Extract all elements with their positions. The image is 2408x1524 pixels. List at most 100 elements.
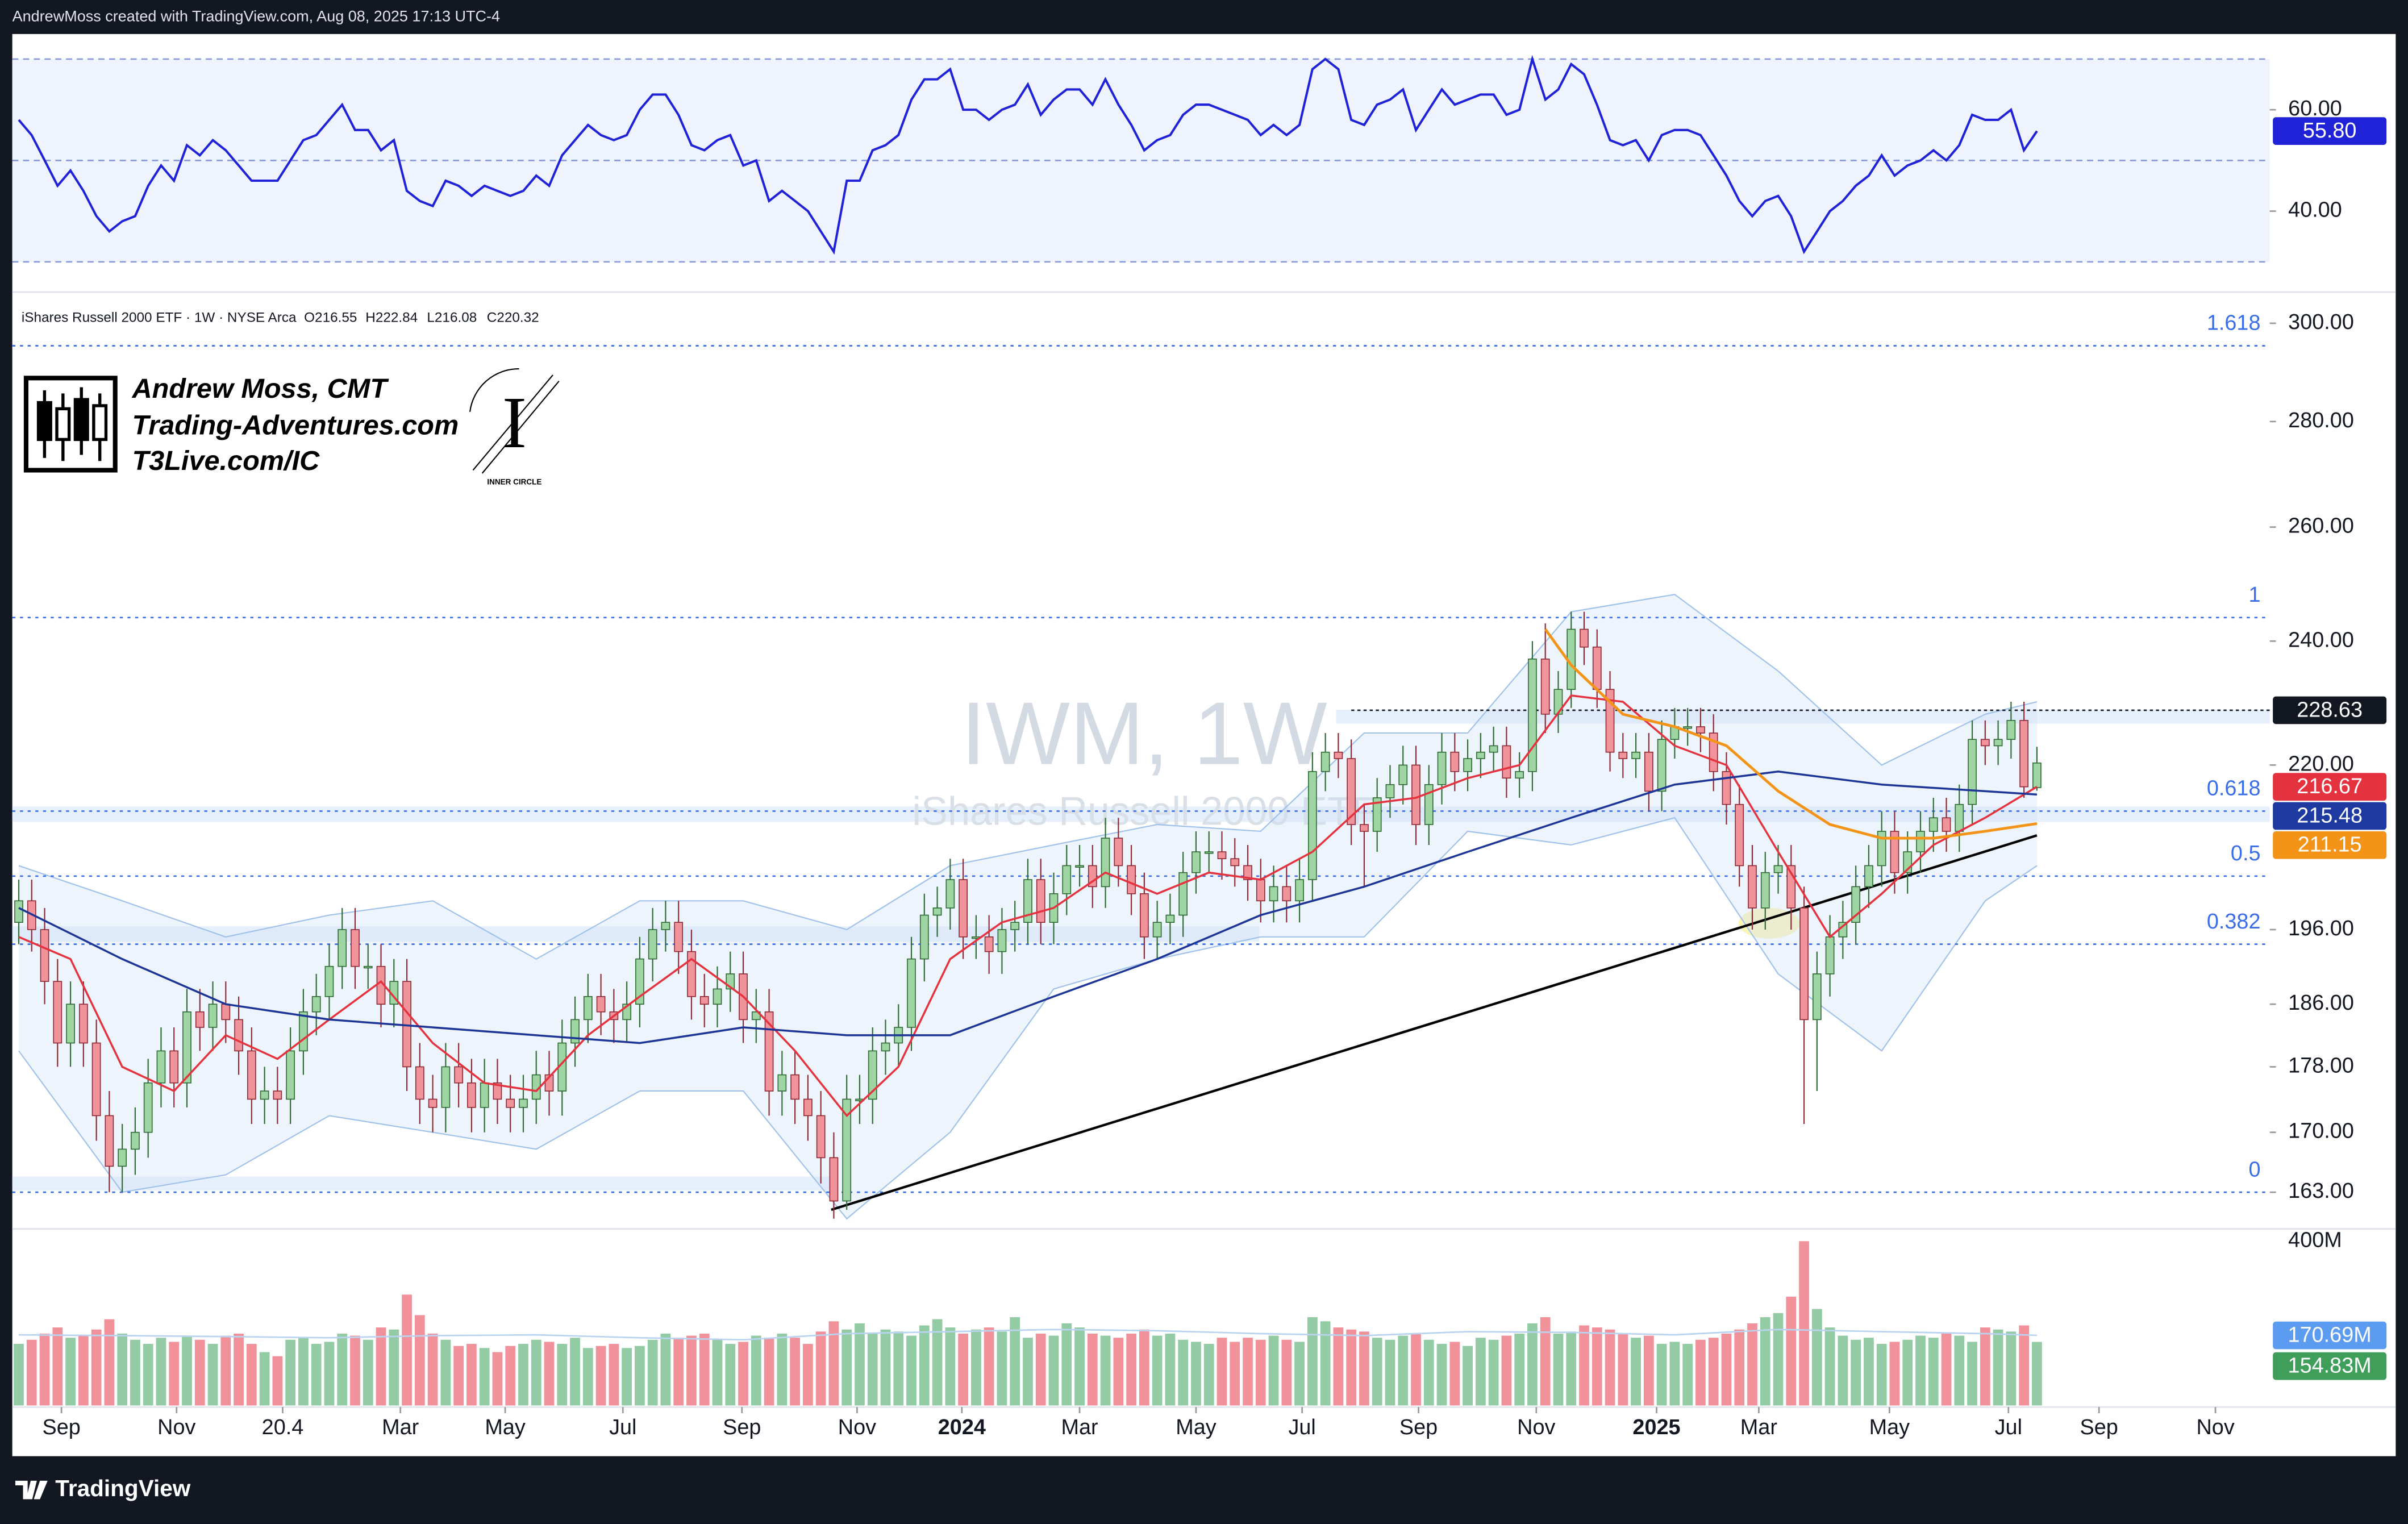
value-tag xyxy=(2273,802,2387,830)
volume-bar xyxy=(143,1344,153,1406)
volume-bar xyxy=(104,1319,115,1406)
volume-bar xyxy=(647,1339,658,1406)
volume-bar xyxy=(1876,1344,1887,1406)
candle-body xyxy=(182,1011,191,1084)
candle-body xyxy=(169,1050,179,1084)
volume-bar xyxy=(2019,1325,2030,1406)
volume-bar xyxy=(1217,1338,1227,1406)
candle-body xyxy=(790,1074,799,1100)
volume-bar xyxy=(1281,1339,1292,1406)
y-tick-label: 220.00 xyxy=(2288,752,2354,776)
candle-body xyxy=(441,1066,451,1108)
candle-body xyxy=(1295,879,1304,902)
volume-bar xyxy=(919,1325,930,1406)
volume-bar xyxy=(673,1338,684,1406)
volume-bar xyxy=(389,1329,399,1406)
volume-bar xyxy=(1475,1338,1486,1406)
candle-body xyxy=(1243,865,1252,880)
band-lower xyxy=(18,817,2038,1220)
candle-body xyxy=(519,1098,528,1108)
volume-bar xyxy=(1592,1327,1602,1406)
candle-body xyxy=(1812,973,1822,1021)
volume-bar xyxy=(1191,1342,1201,1406)
candle-body xyxy=(402,981,411,1068)
candle-body xyxy=(299,1011,308,1052)
candle-body xyxy=(1398,764,1408,785)
rsi-tick-label: 60.00 xyxy=(2288,97,2342,120)
candle-body xyxy=(1890,831,1899,873)
brand-site: Trading-Adventures.com xyxy=(132,410,459,441)
volume-bar xyxy=(1023,1338,1033,1406)
volume-bar xyxy=(427,1333,438,1406)
volume-bar xyxy=(1074,1327,1085,1406)
candle-body xyxy=(1269,886,1278,902)
candle-body xyxy=(583,996,593,1021)
candle-body xyxy=(260,1090,269,1100)
candle-body xyxy=(156,1050,166,1084)
volume-bar xyxy=(544,1342,555,1406)
volume-bar xyxy=(14,1344,24,1406)
candle-body xyxy=(1023,879,1032,923)
candle-body xyxy=(1372,797,1382,832)
x-tick-label: May xyxy=(1869,1415,1910,1439)
candle-body xyxy=(635,958,644,1005)
zone xyxy=(12,926,1260,942)
band-upper xyxy=(18,593,2038,960)
volume-bar xyxy=(1423,1339,1434,1406)
candle-body xyxy=(1825,936,1835,975)
candle-body xyxy=(1528,658,1537,772)
volume-bar xyxy=(1760,1317,1770,1406)
ohlc: H222.84 xyxy=(365,310,418,325)
candle-body xyxy=(1476,751,1485,759)
ma-line xyxy=(18,770,2038,1044)
volume-bar xyxy=(453,1346,464,1406)
candle-body xyxy=(91,1042,101,1117)
candle-body xyxy=(1191,851,1201,873)
candle-body xyxy=(1955,803,1964,832)
candle-body xyxy=(1334,751,1343,759)
x-tick-label: Sep xyxy=(723,1415,761,1439)
y-tick-label: 170.00 xyxy=(2288,1119,2354,1143)
volume-bar xyxy=(582,1348,593,1406)
volume-bar xyxy=(958,1333,968,1406)
volume-bar xyxy=(1915,1335,1926,1406)
volume-bar xyxy=(259,1352,270,1406)
candle-body xyxy=(2006,720,2016,740)
candle-body xyxy=(997,929,1007,952)
volume-bar xyxy=(971,1329,981,1406)
volume-bar xyxy=(1618,1333,1628,1406)
candle-body xyxy=(1515,771,1524,779)
candle-body xyxy=(40,929,49,982)
volume-bar xyxy=(337,1333,348,1406)
logo-candles xyxy=(36,387,108,461)
badge-text: INNER CIRCLE xyxy=(487,478,541,486)
volume-bar xyxy=(39,1333,50,1406)
value-tag xyxy=(2273,1321,2387,1350)
candle-body xyxy=(493,1082,502,1100)
ohlc: O216.55 xyxy=(304,310,357,325)
volume-bar xyxy=(1553,1333,1564,1406)
volume-bar xyxy=(376,1327,386,1406)
y-tick-label: 300.00 xyxy=(2288,310,2354,334)
candle-body xyxy=(699,996,709,1005)
x-tick-label: Sep xyxy=(2080,1415,2118,1439)
candle-body xyxy=(1204,851,1214,854)
symbol-line: iShares Russell 2000 ETF · 1W · NYSE Arc… xyxy=(22,310,297,325)
candle-body xyxy=(1385,784,1395,798)
volume-bar xyxy=(686,1335,697,1406)
value-tag-label: 154.83M xyxy=(2288,1354,2372,1377)
logo: Andrew Moss, CMT Trading-Adventures.com … xyxy=(23,368,560,486)
x-tick-label: Nov xyxy=(2196,1415,2234,1439)
volume-bar xyxy=(1967,1342,1977,1406)
candle-body xyxy=(1152,922,1162,938)
volume-bar xyxy=(518,1344,528,1406)
candle-body xyxy=(777,1074,787,1092)
candle-body xyxy=(1424,784,1434,825)
value-tag xyxy=(2273,1352,2387,1380)
candle-body xyxy=(570,1019,580,1044)
x-tick-label: Nov xyxy=(1517,1415,1555,1439)
volume-bar xyxy=(1566,1331,1577,1406)
candle-body xyxy=(506,1098,515,1108)
candle-body xyxy=(78,1003,88,1044)
